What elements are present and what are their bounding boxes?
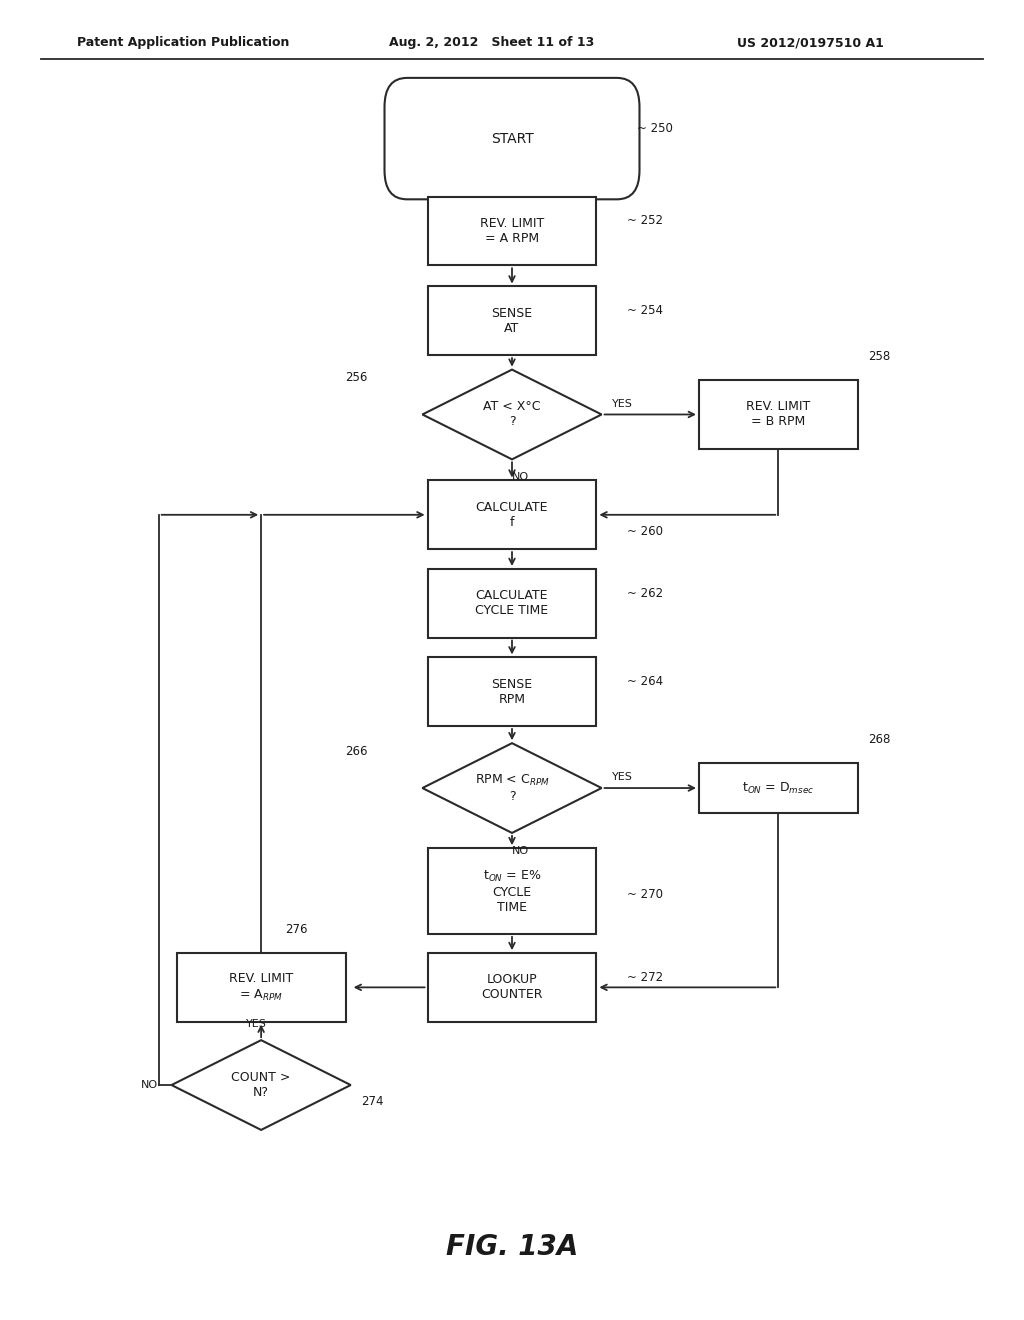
Text: LOOKUP
COUNTER: LOOKUP COUNTER [481, 973, 543, 1002]
Polygon shape [422, 370, 602, 459]
Bar [428, 286, 596, 355]
Text: NO: NO [512, 473, 528, 483]
Text: YES: YES [246, 1019, 266, 1030]
Text: US 2012/0197510 A1: US 2012/0197510 A1 [737, 36, 884, 49]
Text: RPM < C$_{RPM}$
?: RPM < C$_{RPM}$ ? [474, 774, 550, 803]
Bar [428, 849, 596, 935]
Text: 266: 266 [345, 744, 368, 758]
Text: START: START [490, 132, 534, 145]
Text: ~ 260: ~ 260 [627, 524, 664, 537]
Text: SENSE
RPM: SENSE RPM [492, 677, 532, 706]
Bar [698, 763, 858, 813]
Text: REV. LIMIT
= A RPM: REV. LIMIT = A RPM [480, 216, 544, 246]
Text: CALCULATE
f: CALCULATE f [476, 500, 548, 529]
FancyBboxPatch shape [384, 78, 639, 199]
Text: CALCULATE
CYCLE TIME: CALCULATE CYCLE TIME [475, 589, 549, 618]
Bar [428, 569, 596, 638]
Text: Aug. 2, 2012   Sheet 11 of 13: Aug. 2, 2012 Sheet 11 of 13 [389, 36, 594, 49]
Text: NO: NO [141, 1080, 158, 1090]
Text: ~ 254: ~ 254 [627, 304, 664, 317]
Bar [428, 197, 596, 265]
Text: COUNT >
N?: COUNT > N? [231, 1071, 291, 1100]
Text: YES: YES [612, 772, 633, 783]
Text: 274: 274 [361, 1094, 383, 1107]
Text: REV. LIMIT
= A$_{RPM}$: REV. LIMIT = A$_{RPM}$ [229, 973, 293, 1002]
Text: ~ 270: ~ 270 [627, 887, 664, 900]
Text: ~ 262: ~ 262 [627, 586, 664, 599]
Text: 276: 276 [285, 923, 307, 936]
Text: 258: 258 [868, 350, 890, 363]
Text: ~ 252: ~ 252 [627, 214, 664, 227]
Text: ~ 250: ~ 250 [637, 121, 674, 135]
Text: NO: NO [512, 846, 528, 857]
Text: FIG. 13A: FIG. 13A [445, 1233, 579, 1262]
Text: SENSE
AT: SENSE AT [492, 306, 532, 335]
Polygon shape [422, 743, 602, 833]
Text: YES: YES [612, 399, 633, 409]
Text: REV. LIMIT
= B RPM: REV. LIMIT = B RPM [746, 400, 810, 429]
Text: ~ 264: ~ 264 [627, 675, 664, 688]
Bar [698, 380, 858, 449]
Text: AT < X°C
?: AT < X°C ? [483, 400, 541, 429]
Text: t$_{ON}$ = D$_{msec}$: t$_{ON}$ = D$_{msec}$ [742, 780, 814, 796]
Polygon shape [172, 1040, 350, 1130]
Text: 256: 256 [345, 371, 368, 384]
Bar [428, 953, 596, 1022]
Bar [176, 953, 346, 1022]
Bar [428, 480, 596, 549]
Text: 268: 268 [868, 733, 890, 746]
Bar [428, 657, 596, 726]
Text: Patent Application Publication: Patent Application Publication [77, 36, 289, 49]
Text: ~ 272: ~ 272 [627, 970, 664, 983]
Text: t$_{ON}$ = E%
CYCLE
TIME: t$_{ON}$ = E% CYCLE TIME [482, 869, 542, 913]
